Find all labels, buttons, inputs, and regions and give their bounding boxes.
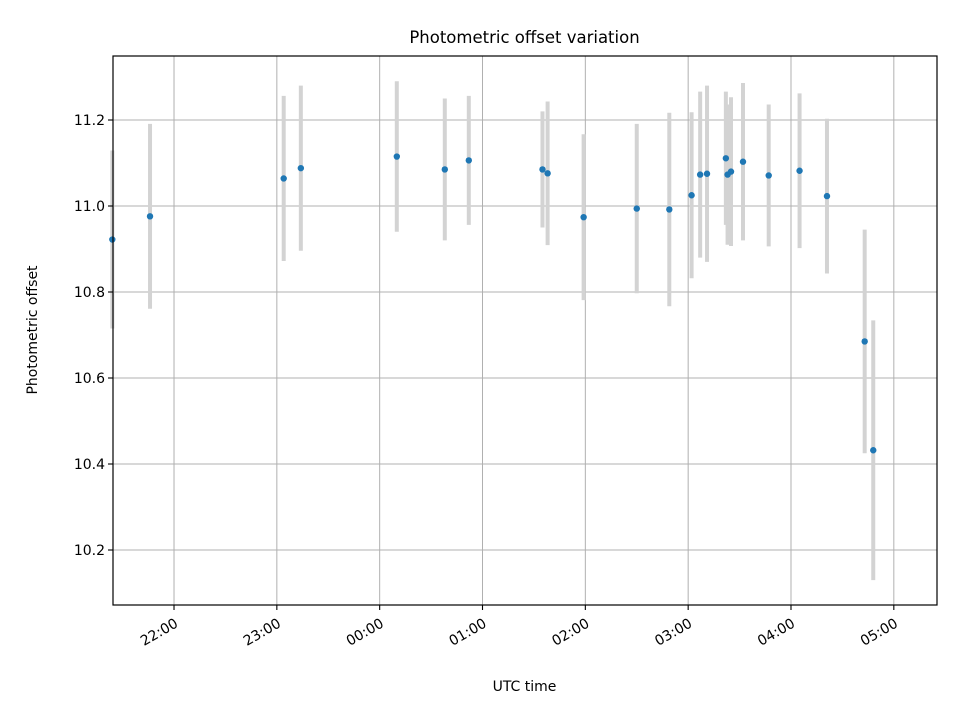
- data-point: [539, 166, 546, 173]
- x-tick-label: 22:00: [138, 616, 181, 650]
- data-point: [823, 192, 831, 200]
- x-tick-label: 23:00: [241, 616, 284, 650]
- x-tick-label: 00:00: [344, 616, 387, 650]
- y-axis-ticks: 10.2 10.4 10.6 10.8 11.0 11.2: [74, 113, 113, 559]
- data-point: [870, 447, 877, 454]
- data-point: [544, 170, 551, 177]
- data-point: [703, 170, 711, 177]
- x-axis-label: UTC time: [493, 679, 557, 695]
- x-tick-label: 05:00: [858, 616, 901, 650]
- data-point: [727, 168, 735, 175]
- x-tick-label: 03:00: [652, 616, 695, 650]
- y-tick-label: 10.6: [74, 371, 105, 387]
- chart-title: Photometric offset variation: [409, 28, 639, 47]
- x-tick-label: 01:00: [447, 616, 490, 650]
- data-point: [580, 213, 587, 221]
- plot-area-frame: [112, 55, 938, 606]
- grid: [113, 56, 937, 605]
- data-point: [280, 175, 287, 182]
- data-points: [109, 153, 877, 454]
- data-point: [861, 338, 868, 345]
- data-point: [465, 157, 472, 164]
- data-point: [297, 164, 305, 172]
- y-tick-label: 10.4: [74, 457, 105, 473]
- data-point: [441, 166, 448, 173]
- data-point: [696, 171, 704, 178]
- error-bars: [110, 81, 876, 581]
- y-tick-label: 11.2: [74, 113, 105, 129]
- data-point: [146, 213, 154, 220]
- x-axis-ticks: 22:00 23:00 00:00 01:00 02:00 03:00 04:00 05:00: [138, 605, 901, 650]
- data-point: [666, 206, 673, 213]
- data-point: [393, 153, 401, 160]
- data-point: [765, 172, 772, 179]
- y-axis-label: Photometric offset: [25, 265, 41, 395]
- data-point: [722, 155, 730, 162]
- data-point: [109, 236, 116, 243]
- y-tick-label: 11.0: [74, 199, 105, 215]
- data-point: [739, 158, 747, 165]
- data-point: [633, 205, 640, 212]
- data-point: [688, 192, 695, 199]
- x-tick-label: 02:00: [549, 616, 592, 650]
- data-point: [796, 167, 803, 174]
- y-tick-label: 10.2: [74, 543, 105, 559]
- x-tick-label: 04:00: [755, 616, 798, 650]
- y-tick-label: 10.8: [74, 285, 105, 301]
